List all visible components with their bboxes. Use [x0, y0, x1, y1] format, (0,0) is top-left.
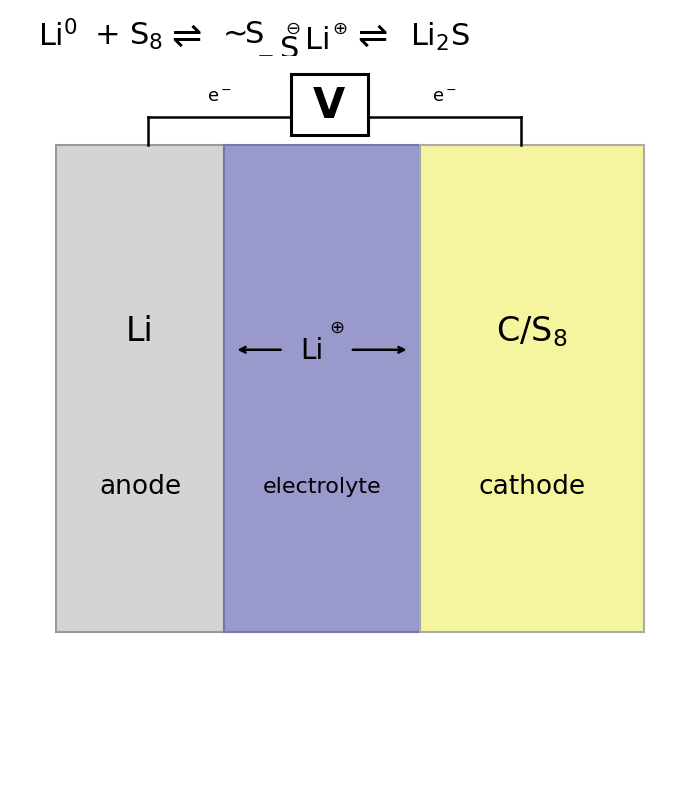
Text: e$^-$: e$^-$ — [207, 88, 232, 105]
Text: ⊖: ⊖ — [286, 19, 301, 37]
Text: ⊕: ⊕ — [332, 19, 348, 37]
Text: ⊕: ⊕ — [330, 319, 345, 337]
Bar — [290, 75, 368, 135]
Text: V: V — [313, 84, 345, 127]
Text: electrolyte: electrolyte — [262, 477, 382, 496]
Text: Li: Li — [126, 315, 154, 347]
Bar — [56, 146, 224, 633]
Text: $\rightleftharpoons$: $\rightleftharpoons$ — [164, 19, 202, 54]
Text: Li: Li — [300, 337, 323, 364]
Text: e$^-$: e$^-$ — [432, 88, 456, 105]
Text: $\rightleftharpoons$: $\rightleftharpoons$ — [350, 19, 388, 54]
Text: Li: Li — [304, 26, 330, 55]
Text: $\sim\!\!$S: $\sim\!\!$S — [217, 19, 264, 49]
Text: Li$_2$S: Li$_2$S — [410, 20, 469, 53]
Bar — [420, 146, 644, 633]
Text: Li$^0$: Li$^0$ — [38, 20, 78, 53]
Bar — [224, 146, 420, 633]
Text: anode: anode — [99, 474, 181, 500]
Text: cathode: cathode — [478, 474, 586, 500]
Text: C/S$_8$: C/S$_8$ — [496, 314, 568, 348]
Text: $_-$S: $_-$S — [252, 30, 299, 59]
Text: + S$_8$: + S$_8$ — [94, 21, 164, 52]
